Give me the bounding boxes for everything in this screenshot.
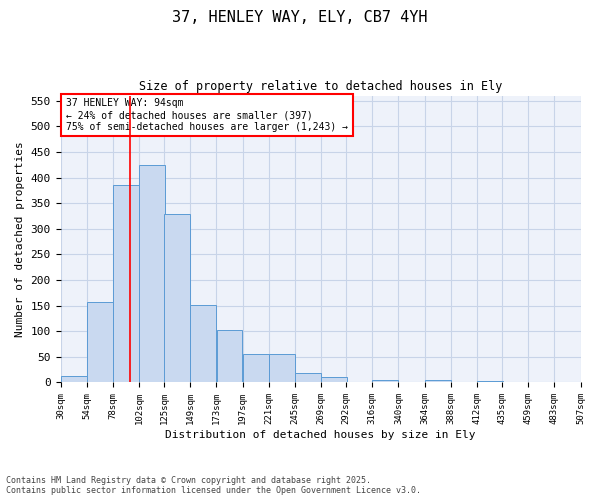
Bar (477, 381, 503, 382)
Text: 37, HENLEY WAY, ELY, CB7 4YH: 37, HENLEY WAY, ELY, CB7 4YH (172, 10, 428, 25)
Bar (321, 378, 347, 382)
Bar (295, 373, 321, 382)
Bar (190, 304, 216, 382)
Bar (425, 380, 451, 382)
Bar (139, 164, 165, 382)
Bar (164, 214, 190, 382)
Title: Size of property relative to detached houses in Ely: Size of property relative to detached ho… (139, 80, 502, 93)
Bar (373, 380, 398, 382)
X-axis label: Distribution of detached houses by size in Ely: Distribution of detached houses by size … (165, 430, 476, 440)
Bar (217, 330, 242, 382)
Text: 37 HENLEY WAY: 94sqm
← 24% of detached houses are smaller (397)
75% of semi-deta: 37 HENLEY WAY: 94sqm ← 24% of detached h… (66, 98, 348, 132)
Bar (269, 354, 295, 382)
Bar (113, 185, 139, 382)
Bar (243, 354, 269, 382)
Bar (87, 302, 113, 382)
Text: Contains HM Land Registry data © Crown copyright and database right 2025.
Contai: Contains HM Land Registry data © Crown c… (6, 476, 421, 495)
Y-axis label: Number of detached properties: Number of detached properties (15, 141, 25, 337)
Bar (61, 376, 86, 382)
